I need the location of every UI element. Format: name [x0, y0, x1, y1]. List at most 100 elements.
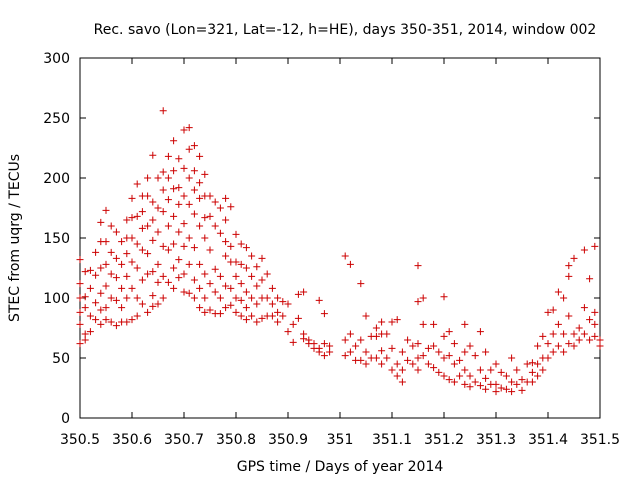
data-point	[237, 312, 245, 320]
data-point	[461, 380, 469, 388]
data-point	[253, 263, 261, 271]
data-point	[596, 336, 604, 344]
data-point	[534, 372, 542, 380]
x-tick-label: 351.3	[476, 432, 516, 448]
data-point	[357, 280, 365, 288]
data-point	[341, 252, 349, 260]
data-point	[175, 228, 183, 236]
data-point	[76, 280, 84, 288]
data-point	[549, 330, 557, 338]
data-point	[201, 270, 209, 278]
data-point	[554, 288, 562, 296]
data-point	[248, 312, 256, 320]
data-point	[409, 360, 417, 368]
data-point	[190, 167, 198, 175]
data-point	[320, 352, 328, 360]
x-tick-label: 350.7	[164, 432, 204, 448]
data-point	[315, 296, 323, 304]
data-point	[180, 126, 188, 134]
data-point	[133, 212, 141, 220]
data-point	[102, 260, 110, 268]
data-point	[201, 234, 209, 242]
data-point	[170, 284, 178, 292]
data-point	[404, 356, 412, 364]
data-point	[414, 354, 422, 362]
data-point	[268, 312, 276, 320]
data-point	[201, 308, 209, 316]
data-point	[149, 198, 157, 206]
data-point	[107, 294, 115, 302]
data-point	[294, 314, 302, 322]
data-point	[86, 312, 94, 320]
data-point	[398, 348, 406, 356]
data-point	[508, 378, 516, 386]
data-point	[138, 208, 146, 216]
data-point	[372, 354, 380, 362]
data-point	[476, 328, 484, 336]
data-point	[393, 316, 401, 324]
data-point	[513, 380, 521, 388]
data-point	[398, 378, 406, 386]
data-point	[232, 272, 240, 280]
data-point	[227, 203, 235, 211]
plot-frame	[79, 57, 601, 419]
data-point	[534, 342, 542, 350]
data-point	[97, 320, 105, 328]
data-point	[133, 240, 141, 248]
data-point	[196, 152, 204, 160]
data-point	[528, 368, 536, 376]
data-point	[133, 180, 141, 188]
x-tick-label: 351.1	[372, 432, 412, 448]
data-point	[502, 385, 510, 393]
data-point	[102, 304, 110, 312]
data-point	[144, 308, 152, 316]
data-point	[107, 248, 115, 256]
data-point	[404, 336, 412, 344]
data-point	[118, 304, 126, 312]
data-point	[76, 340, 84, 348]
data-point	[326, 342, 334, 350]
data-point	[154, 174, 162, 182]
data-point	[383, 330, 391, 338]
data-point	[414, 340, 422, 348]
data-point	[128, 284, 136, 292]
data-point	[159, 242, 167, 250]
data-point	[211, 198, 219, 206]
data-point	[206, 192, 214, 200]
data-point	[279, 298, 287, 306]
data-point	[518, 376, 526, 384]
data-point	[154, 278, 162, 286]
data-point	[502, 372, 510, 380]
data-point	[164, 246, 172, 254]
data-point	[206, 212, 214, 220]
data-point	[544, 308, 552, 316]
data-point	[159, 168, 167, 176]
data-point	[164, 174, 172, 182]
x-tick-label: 350.6	[112, 432, 152, 448]
data-point	[508, 388, 516, 396]
data-point	[560, 330, 568, 338]
data-point	[170, 137, 178, 145]
data-point	[430, 364, 438, 372]
data-point	[554, 342, 562, 350]
data-point	[138, 276, 146, 284]
data-point	[211, 288, 219, 296]
y-tick-label: 150	[43, 231, 70, 247]
data-point	[575, 324, 583, 332]
data-point	[154, 300, 162, 308]
data-point	[92, 271, 100, 279]
data-point	[76, 256, 84, 264]
data-point	[492, 388, 500, 396]
data-point	[591, 242, 599, 250]
data-point	[180, 164, 188, 172]
data-point	[586, 275, 594, 283]
data-point	[362, 312, 370, 320]
data-point	[149, 292, 157, 300]
data-point	[107, 270, 115, 278]
data-point	[170, 264, 178, 272]
data-point	[586, 336, 594, 344]
data-point	[575, 336, 583, 344]
data-point	[378, 347, 386, 355]
data-point	[580, 330, 588, 338]
data-point	[92, 248, 100, 256]
